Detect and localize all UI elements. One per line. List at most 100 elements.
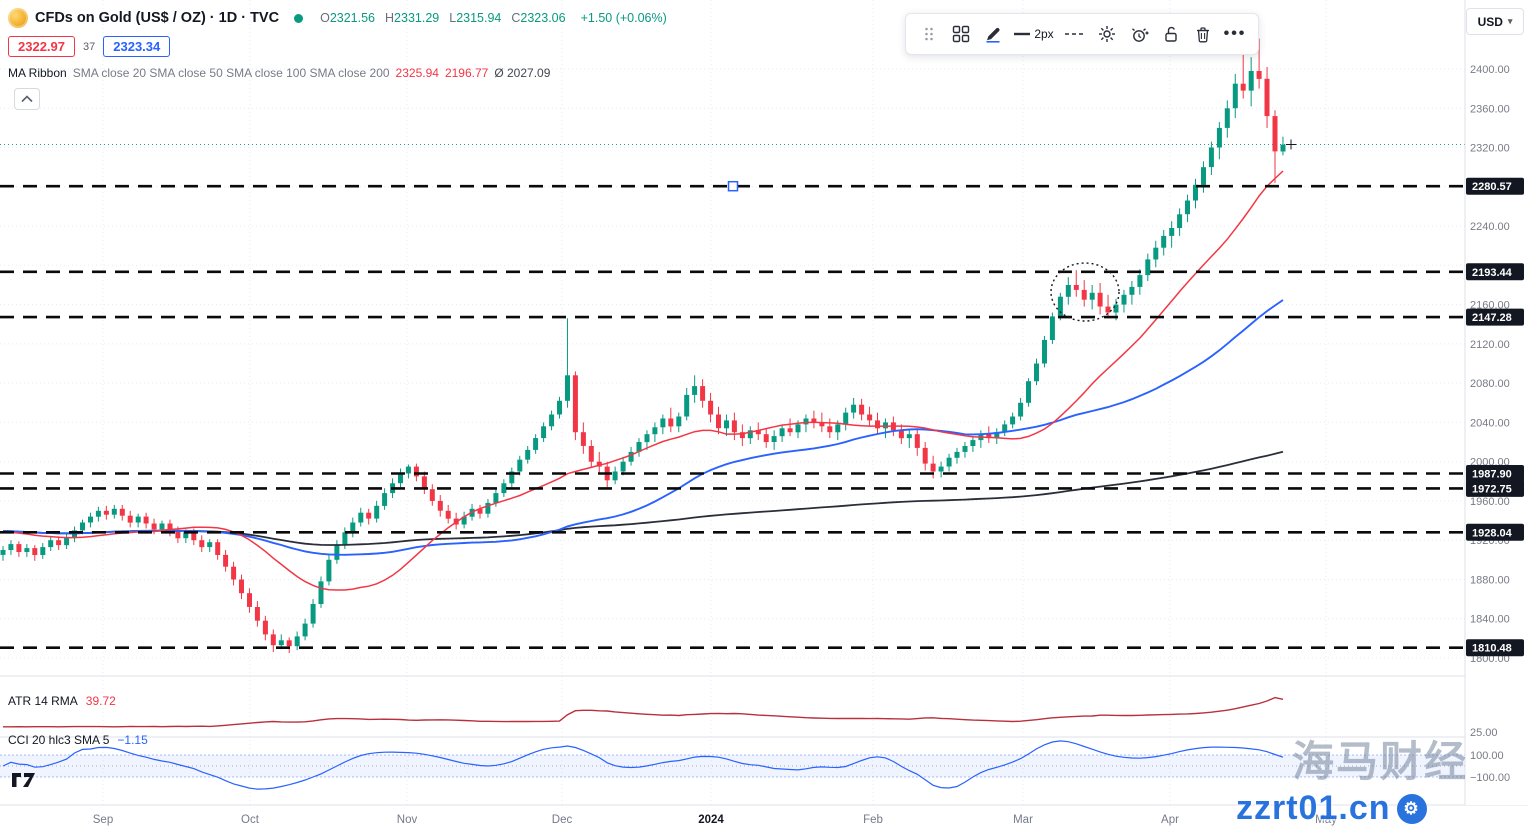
axis-label: 1960.00 [1470,496,1510,508]
price-level-badge [1466,479,1524,497]
axis-label: Nov [397,814,418,826]
indicator-title: MA Ribbon [8,66,67,80]
high-value: 2331.29 [394,11,440,25]
axis-label: 1880.00 [1470,574,1510,586]
axis-label: Mar [1013,814,1033,826]
cci-value: −1.15 [117,733,148,747]
axis-label: 2040.00 [1470,417,1510,429]
symbol-header: CFDs on Gold (US$ / OZ) · 1D · TVC O 2321… [8,8,667,28]
line-width-label: 2px [1034,27,1054,41]
axis-label: 2360.00 [1470,103,1510,115]
axis-label: −100.00 [1470,772,1510,784]
axis-label: Sep [93,814,113,826]
more-options-button[interactable]: ••• [1220,19,1250,49]
line-width-button[interactable]: 2px [1010,19,1058,49]
chevron-down-icon: ▾ [1507,16,1513,26]
candlestick-series [0,38,1286,654]
axis-label: 2024 [698,814,724,826]
pencil-icon [986,27,1000,43]
change-value: +1.50 (+0.06%) [580,11,667,25]
tradingview-logo[interactable] [12,770,42,795]
price-level-badge [1466,639,1524,657]
price-level-badge [1466,263,1524,281]
axis-label: 100.00 [1470,750,1504,762]
lock-open-icon [1165,26,1177,42]
alarm-plus-icon [1131,27,1148,42]
ma-ribbon-legend[interactable]: MA Ribbon SMA close 20 SMA close 50 SMA … [8,66,550,80]
close-value: 2323.06 [520,11,566,25]
atr-value: 39.72 [85,694,116,708]
axis-label: 1840.00 [1470,614,1510,626]
axis-label: 2193.44 [1472,267,1513,279]
sell-button[interactable]: 2322.97 [8,36,75,57]
gold-symbol-icon [8,8,28,28]
dashed-line-icon [1065,33,1085,35]
drawing-toolbar: 2px [905,13,1259,55]
currency-label: USD [1477,14,1503,29]
price-level-badge [1466,308,1524,326]
collapse-legend-button[interactable] [14,88,40,110]
chevron-up-icon [21,95,33,103]
axis-label: 1810.48 [1472,643,1512,655]
axis-label: 25.00 [1470,727,1498,739]
axis-label: 2280.57 [1472,181,1512,193]
atr-title: ATR 14 RMA [8,694,78,708]
indicator-params: SMA close 20 SMA close 50 SMA close 100 … [72,66,390,80]
draw-tool-button[interactable] [978,19,1008,49]
buy-button[interactable]: 2323.34 [103,36,171,57]
axis-label: Feb [863,814,883,826]
drag-dots-icon [925,27,933,41]
cci-legend[interactable]: CCI 20 hlc3 SMA 5 −1.15 [8,733,148,747]
symbol-title[interactable]: CFDs on Gold (US$ / OZ) · 1D · TVC [35,10,280,26]
atr-legend[interactable]: ATR 14 RMA 39.72 [8,694,116,708]
drawing-handle[interactable] [727,180,739,192]
spread-value: 37 [83,40,96,53]
axis-label: 2147.28 [1472,312,1512,324]
sma200-value: Ø 2027.09 [494,66,551,80]
market-status-icon [294,13,304,23]
lock-button[interactable] [1156,19,1186,49]
ellipsis-icon: ••• [1223,25,1247,42]
price-level-badge [1466,465,1524,482]
drag-handle[interactable] [914,19,944,49]
price-level-badge [1466,523,1524,541]
axis-label: 1972.75 [1472,483,1512,495]
open-value: 2321.56 [329,11,376,25]
grid-lines [0,0,1465,805]
high-label: H [385,11,395,25]
sma50-value: 2196.77 [444,66,489,80]
currency-selector[interactable]: USD ▾ [1466,8,1524,35]
delete-button[interactable] [1188,19,1218,49]
low-label: L [449,11,457,25]
trash-icon [1197,27,1209,43]
cci-title: CCI 20 hlc3 SMA 5 [8,733,110,747]
ellipse-annotation[interactable] [1050,262,1120,322]
axis-label: 2400.00 [1470,64,1510,76]
time-scale[interactable]: Sep Oct Nov Dec 2024 Feb Mar Apr May [0,806,1528,834]
line-style-button[interactable] [1060,19,1090,49]
axis-label: May [1315,814,1337,826]
axis-label: 2120.00 [1470,339,1510,351]
line-width-icon [1014,32,1031,36]
axis-label: Dec [552,814,573,826]
settings-gear-button[interactable] [1092,19,1122,49]
ohlc-values: O 2321.56 H 2331.29 L 2315.94 C 2323.06 [320,11,566,25]
atr-line [3,696,1284,728]
trade-buttons: 2322.97 37 2323.34 [8,36,171,57]
axis-label: 2320.00 [1470,143,1510,155]
axis-label: 1987.90 [1472,469,1512,481]
add-alert-button[interactable] [1124,19,1154,49]
price-scale[interactable]: 2400.002360.002320.002240.002160.002120.… [1464,0,1528,805]
open-label: O [320,11,330,25]
close-label: C [511,11,521,25]
layout-grid-icon [952,25,970,43]
layout-grid-button[interactable] [946,19,976,49]
axis-label: Apr [1161,814,1179,826]
cci-line [2,740,1284,790]
axis-label: Oct [241,814,260,826]
tradingview-logo-icon [12,773,35,787]
sma-20-line [2,170,1284,591]
price-level-badge [1466,177,1524,195]
